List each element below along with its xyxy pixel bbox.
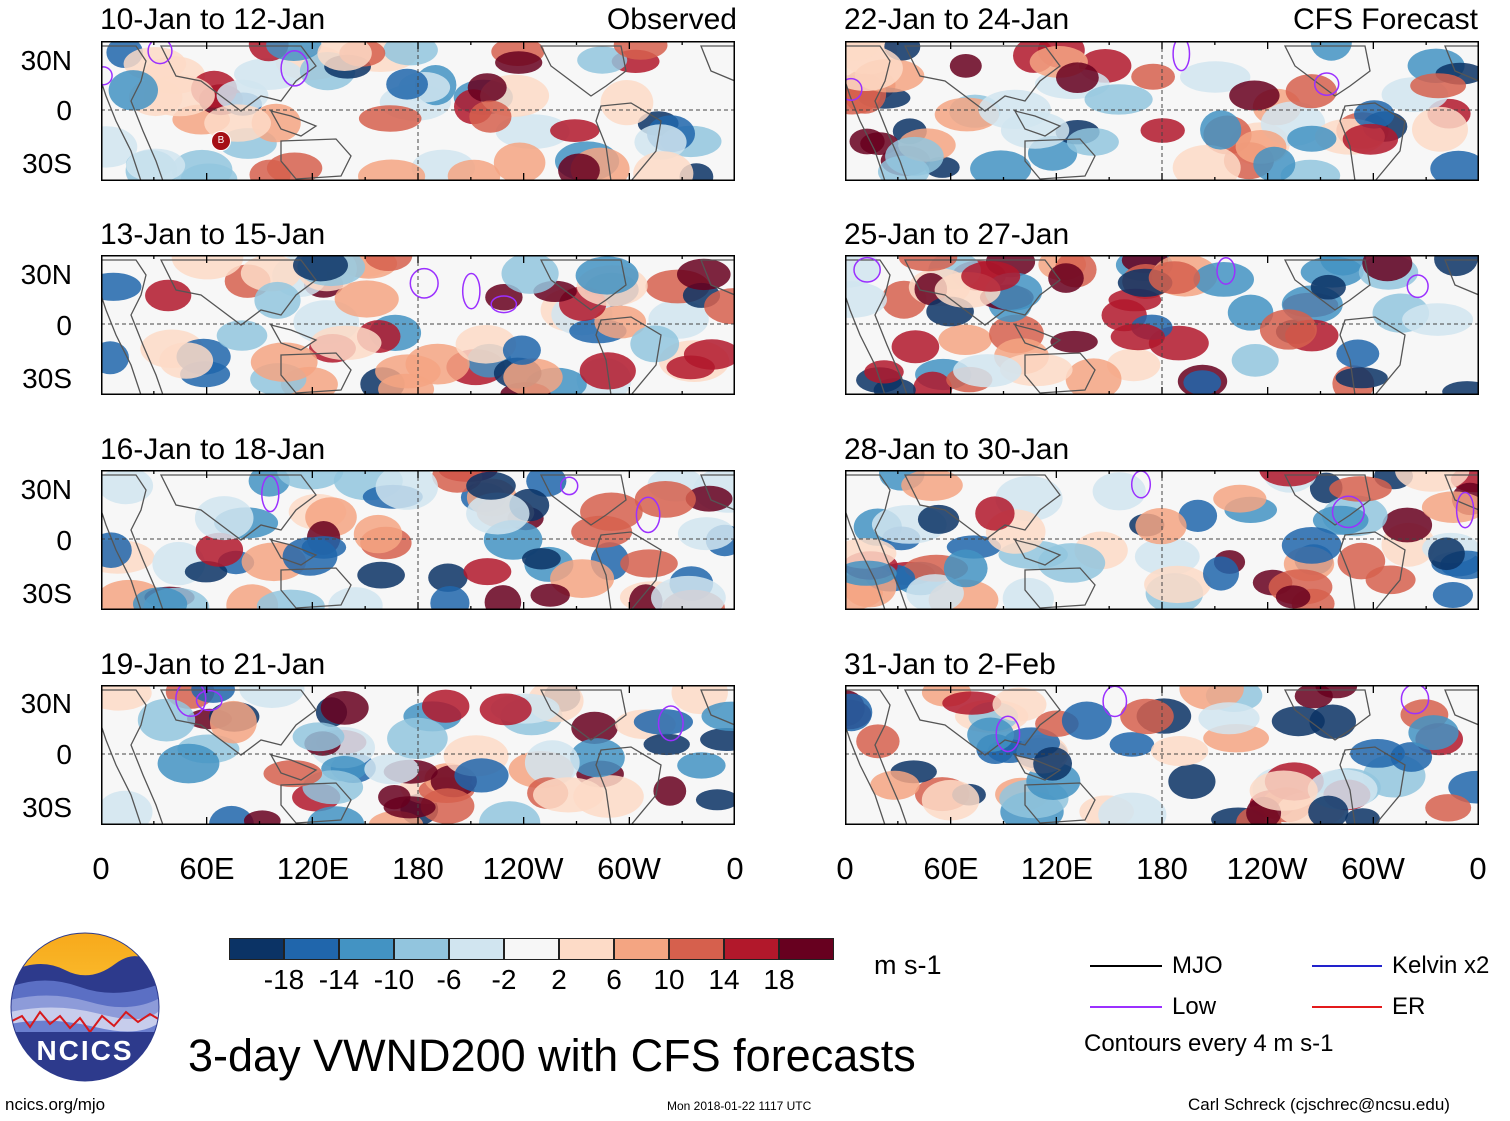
colorbar-swatch xyxy=(339,938,394,960)
lon-label: 0 xyxy=(92,851,110,886)
lat-label: 30S xyxy=(22,578,72,609)
map-panel xyxy=(101,255,735,395)
colorbar-swatch xyxy=(669,938,724,960)
anomaly-map xyxy=(101,255,735,395)
lat-label: 30S xyxy=(22,148,72,179)
colorbar-swatch xyxy=(284,938,339,960)
panel-title: 19-Jan to 21-Jan xyxy=(100,648,326,681)
ncics-logo: NCICS xyxy=(10,932,160,1082)
legend-label-er: ER xyxy=(1392,993,1426,1020)
lat-label: 30N xyxy=(20,45,72,76)
panel-title: 31-Jan to 2-Feb xyxy=(844,648,1056,681)
logo-emblem-icon xyxy=(10,932,160,1082)
colorbar-swatch xyxy=(229,938,284,960)
legend-label-low: Low xyxy=(1172,993,1217,1020)
footer-link[interactable]: ncics.org/mjo xyxy=(5,1095,106,1114)
lon-label: 60E xyxy=(179,851,235,886)
map-panel xyxy=(845,470,1479,610)
panel-title: 22-Jan to 24-Jan xyxy=(844,3,1070,36)
lat-label: 30S xyxy=(22,363,72,394)
lat-label: 0 xyxy=(56,95,72,126)
lon-label: 120E xyxy=(1020,851,1094,886)
map-panel xyxy=(101,470,735,610)
colorbar-label: -2 xyxy=(491,964,517,995)
legend-note: Contours every 4 m s-1 xyxy=(1084,1030,1334,1057)
anomaly-map xyxy=(845,685,1479,825)
lon-label: 0 xyxy=(726,851,744,886)
colorbar-swatch xyxy=(394,938,449,960)
map-panel xyxy=(101,685,735,825)
colorbar-label: 6 xyxy=(606,964,622,995)
legend-line-er xyxy=(1312,1006,1382,1008)
map-panel xyxy=(845,685,1479,825)
panel-tag: Observed xyxy=(606,3,737,36)
colorbar-swatch xyxy=(614,938,669,960)
colorbar-swatch xyxy=(504,938,559,960)
footer-author: Carl Schreck (cjschrec@ncsu.edu) xyxy=(1188,1095,1450,1114)
colorbar-swatch xyxy=(449,938,504,960)
panel-title: 16-Jan to 18-Jan xyxy=(100,433,326,466)
anomaly-map xyxy=(101,470,735,610)
colorbar-swatch xyxy=(724,938,779,960)
anomaly-map xyxy=(101,685,735,825)
lon-label: 180 xyxy=(1136,851,1188,886)
panel-title: 13-Jan to 15-Jan xyxy=(100,218,326,251)
lat-label: 30N xyxy=(20,259,72,290)
anomaly-map xyxy=(845,255,1479,395)
legend-line-kelvin xyxy=(1312,965,1382,967)
anomaly-map xyxy=(845,41,1479,181)
main-title: 3-day VWND200 with CFS forecasts xyxy=(188,1030,916,1081)
tropical-storm-marker: B xyxy=(211,131,231,151)
anomaly-map xyxy=(845,470,1479,610)
logo-text: NCICS xyxy=(36,1035,134,1066)
panel-title: 25-Jan to 27-Jan xyxy=(844,218,1070,251)
map-panel xyxy=(845,255,1479,395)
panel-title: 10-Jan to 12-Jan xyxy=(100,3,326,36)
lon-label: 0 xyxy=(1469,851,1487,886)
colorbar-label: 2 xyxy=(551,964,567,995)
map-panel xyxy=(101,41,735,181)
anomaly-map xyxy=(101,41,735,181)
lat-label: 30N xyxy=(20,474,72,505)
colorbar-label: -14 xyxy=(318,964,360,995)
legend-label-kelvin: Kelvin x2 xyxy=(1392,952,1490,979)
colorbar-label: -10 xyxy=(373,964,415,995)
colorbar-label: -18 xyxy=(263,964,305,995)
lon-label: 120W xyxy=(1226,851,1308,886)
lat-label: 30S xyxy=(22,792,72,823)
legend-line-low xyxy=(1090,1006,1162,1008)
legend-label-mjo: MJO xyxy=(1172,952,1223,979)
colorbar-label: 10 xyxy=(653,964,685,995)
lat-label: 0 xyxy=(56,310,72,341)
colorbar-swatch xyxy=(559,938,614,960)
lon-label: 60W xyxy=(597,851,661,886)
lat-label: 0 xyxy=(56,739,72,770)
colorbar-label: -6 xyxy=(436,964,462,995)
map-panel xyxy=(845,41,1479,181)
colorbar-label: 18 xyxy=(763,964,795,995)
colorbar-swatch xyxy=(779,938,834,960)
legend-line-mjo xyxy=(1090,965,1162,967)
lon-label: 0 xyxy=(836,851,854,886)
lon-label: 120W xyxy=(482,851,564,886)
footer-timestamp: Mon 2018-01-22 1117 UTC xyxy=(667,1099,812,1113)
lon-label: 60W xyxy=(1341,851,1405,886)
colorbar-units: m s-1 xyxy=(874,950,942,980)
panel-title: 28-Jan to 30-Jan xyxy=(844,433,1070,466)
panel-tag: CFS Forecast xyxy=(1292,3,1478,36)
lat-label: 0 xyxy=(56,525,72,556)
lon-label: 60E xyxy=(923,851,979,886)
colorbar-label: 14 xyxy=(708,964,740,995)
lon-label: 180 xyxy=(392,851,444,886)
lat-label: 30N xyxy=(20,688,72,719)
lon-label: 120E xyxy=(276,851,350,886)
